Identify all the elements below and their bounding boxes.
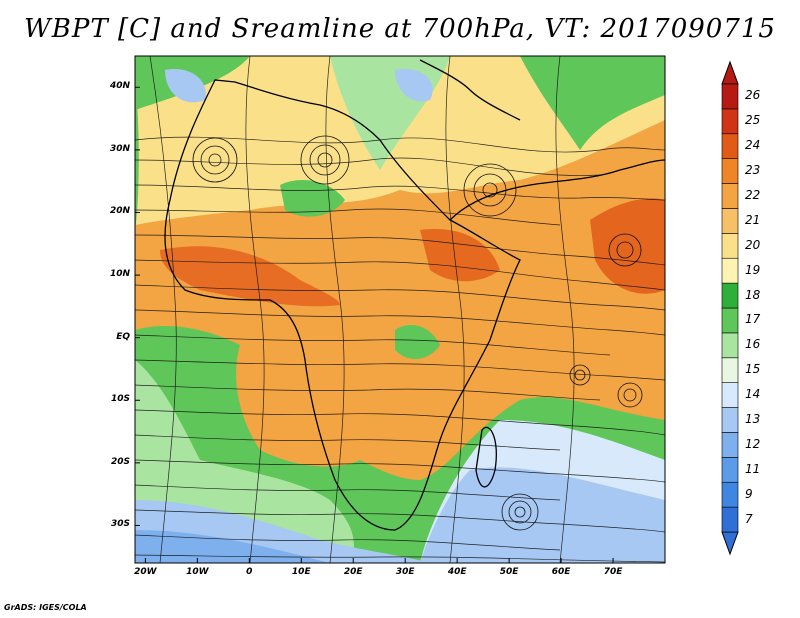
colorbar-label: 12 (745, 436, 761, 451)
map-field (135, 56, 665, 563)
colorbar-label: 26 (745, 88, 761, 103)
lat-label: 30N (109, 143, 130, 154)
colorbar-label: 24 (745, 138, 761, 153)
colorbar-min-arrow (721, 531, 739, 556)
colorbar-box (721, 257, 739, 284)
colorbar-label: 13 (745, 412, 761, 426)
colorbar-box (721, 183, 739, 209)
colorbar-box (721, 282, 739, 309)
lon-label: 20E (343, 567, 363, 577)
colorbar-label: 22 (745, 188, 761, 202)
lon-label: 30E (395, 567, 415, 577)
lon-label: 0 (246, 567, 253, 577)
colorbar-label: 11 (745, 461, 761, 476)
map-frame (134, 55, 666, 564)
colorbar-box (721, 407, 739, 433)
lat-label: 20S (110, 456, 130, 467)
colorbar-box (721, 83, 739, 110)
colorbar-max-arrow (721, 60, 739, 85)
lon-label: 40E (447, 567, 467, 577)
colorbar-label: 21 (745, 212, 761, 227)
credit-label: GrADS: IGES/COLA (4, 603, 87, 612)
colorbar-box (721, 432, 739, 458)
coastline (164, 59, 665, 531)
colorbar-box (721, 108, 739, 135)
lon-label: 70E (603, 567, 623, 577)
lat-label: 40N (109, 81, 130, 92)
colorbar-label: 7 (745, 511, 753, 526)
lon-label: 10W (186, 567, 209, 577)
lon-label: 60E (551, 567, 571, 577)
colorbar-box (721, 357, 739, 383)
colorbar-box (721, 208, 739, 234)
colorbar-label: 18 (745, 287, 761, 302)
lat-label: 20N (109, 206, 130, 217)
colorbar-label: 20 (745, 237, 761, 252)
colorbar-label: 25 (745, 113, 761, 128)
colorbar-box (721, 158, 739, 184)
colorbar-box (721, 307, 739, 334)
colorbar-label: 15 (745, 362, 761, 377)
lon-label: 20W (134, 567, 157, 577)
colorbar-label: 23 (745, 163, 761, 178)
colorbar-label: 17 (745, 312, 761, 327)
lat-label: 10N (109, 269, 130, 280)
colorbar-label: 14 (745, 387, 761, 402)
colorbar-label: 19 (745, 262, 761, 277)
lon-label: 10E (291, 567, 311, 577)
colorbar-box (721, 382, 739, 408)
lat-label: 10S (110, 394, 130, 405)
colorbar-label: 16 (745, 337, 761, 352)
colorbar-box (721, 506, 739, 533)
colorbar-box (721, 481, 739, 508)
lat-label: 30S (110, 519, 130, 530)
plot-title: WBPT [C] and Sreamline at 700hPa, VT: 20… (24, 14, 776, 44)
lat-label: EQ (116, 331, 130, 342)
colorbar-box (721, 133, 739, 159)
lon-label: 50E (499, 567, 519, 577)
colorbar-box (721, 457, 739, 483)
colorbar-box (721, 233, 739, 259)
colorbar-box (721, 332, 739, 359)
colorbar-label: 9 (745, 486, 753, 501)
